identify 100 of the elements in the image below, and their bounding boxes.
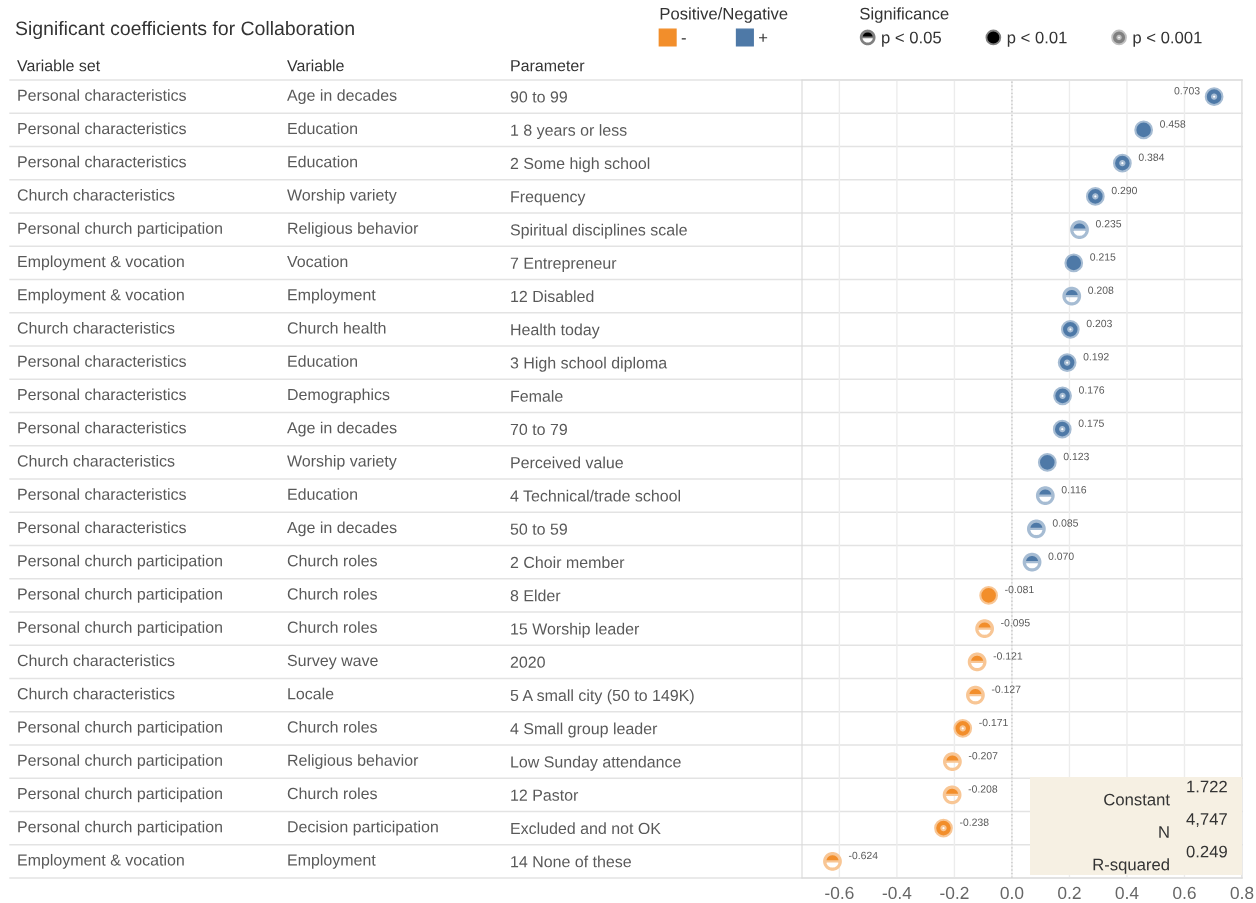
text: Employment [288,288,376,304]
text: Personal church participation [18,621,222,637]
data-label: 0.175 [1078,419,1104,427]
text: Personal characteristics [18,155,186,168]
text: Personal characteristics [18,355,186,367]
data-label: 0.203 [1086,319,1112,328]
y-tick-label: Excluded and not OK [511,822,661,835]
text: Positive/Negative [660,7,788,23]
point [1052,419,1072,439]
text: Personal characteristics [18,89,186,101]
text: Personal church participation [18,587,222,603]
y-tick-label: 2 Choir member [510,556,625,569]
point [1060,320,1080,339]
data-label: 0.215 [1090,253,1116,261]
text: Demographics [288,388,390,404]
text: Church characteristics [17,321,175,334]
text: Church roles [287,720,377,733]
data-label: -0.171 [979,718,1008,727]
data-label: 0.235 [1095,220,1122,228]
data-label: -0.207 [968,752,998,760]
text: Personal characteristics [18,488,186,500]
point [1037,453,1057,472]
text: Variable [287,59,344,72]
text: Variable set [17,59,101,72]
point [1204,87,1224,106]
text: Church roles [287,787,377,800]
text: Age in decades [287,89,397,105]
text: Personal characteristics [18,122,186,135]
text: Age in decades [287,421,397,437]
text: Religious behavior [288,754,419,770]
text: Personal characteristics [18,388,186,401]
text: Education [288,488,357,500]
text: Personal characteristics [18,521,186,534]
y-tick-label: Low Sunday attendance [511,755,681,771]
text: Education [288,155,357,168]
x-tick-label: 0.4 [1115,886,1139,900]
y-tick-label: 2 Some high school [510,157,650,173]
data-label: 0.176 [1078,386,1105,394]
text: Personal church participation [18,222,222,238]
text: Personal characteristics [18,421,186,434]
text: Education [288,355,357,367]
y-tick-label: 4 Small group leader [510,722,658,738]
text: Religious behavior [288,222,419,238]
text: Employment & vocation [18,853,184,869]
text: + [759,33,768,42]
annotation: 4,747 [1186,813,1227,827]
text: Personal church participation [18,554,222,570]
point [1085,187,1105,206]
data-label: 0.116 [1061,486,1087,494]
text: Church roles [287,621,377,633]
data-label: -0.208 [968,785,998,793]
y-tick-label: 8 Elder [510,589,561,602]
text: Personal church participation [18,787,222,803]
text: Education [288,122,357,135]
data-label: 0.123 [1063,452,1089,461]
text: Church characteristics [17,687,175,700]
text: Locale [288,687,334,700]
y-axis-title: Parameter [511,60,585,72]
data-label: -0.127 [991,685,1021,693]
y-tick-label: 70 to 79 [510,423,567,436]
data-label: 0.085 [1052,519,1079,527]
text: Personal church participation [18,754,222,770]
x-tick-label: -0.6 [825,886,854,900]
point [1053,386,1072,406]
text: Decision participation [288,820,438,836]
data-label: -0.081 [1005,585,1034,594]
y-tick-label: 50 to 59 [510,523,567,535]
x-tick-label: -0.4 [882,886,912,900]
y-tick-label: 12 Disabled [511,290,594,303]
data-label: 0.192 [1083,353,1109,361]
x-tick-label: -0.2 [940,886,969,900]
annotation: 1.722 [1187,780,1227,793]
text: Age in decades [287,521,397,537]
y-tick-label: Female [511,390,563,402]
text: Significance [860,7,949,23]
y-tick-label: 7 Entrepreneur [510,257,617,272]
data-label: 0.458 [1160,120,1186,128]
text: p < 0.001 [1133,31,1202,47]
data-label: 0.703 [1174,87,1200,95]
text: Survey wave [287,654,378,670]
text: Employment & vocation [18,255,184,271]
annotation: Constant [1104,793,1170,806]
text: p < 0.01 [1007,31,1067,47]
text: Worship variety [287,454,397,470]
annotation: N [1159,826,1169,838]
text: Employment [288,853,376,869]
y-tick-label: Health today [511,323,600,339]
y-tick-label: Perceived value [511,456,623,469]
point [1134,120,1154,140]
text: Worship variety [287,188,397,204]
data-label: -0.121 [993,652,1023,660]
y-tick-label: 5 A small city (50 to 149K) [510,689,694,705]
text: Employment & vocation [18,288,184,304]
text: Church roles [287,587,377,600]
x-tick-label: 0.8 [1230,886,1254,900]
data-label: 0.290 [1111,186,1137,195]
text: Church roles [287,554,377,567]
annotation: 0.249 [1186,845,1227,858]
text: Personal church participation [18,720,222,736]
point [1112,153,1132,173]
